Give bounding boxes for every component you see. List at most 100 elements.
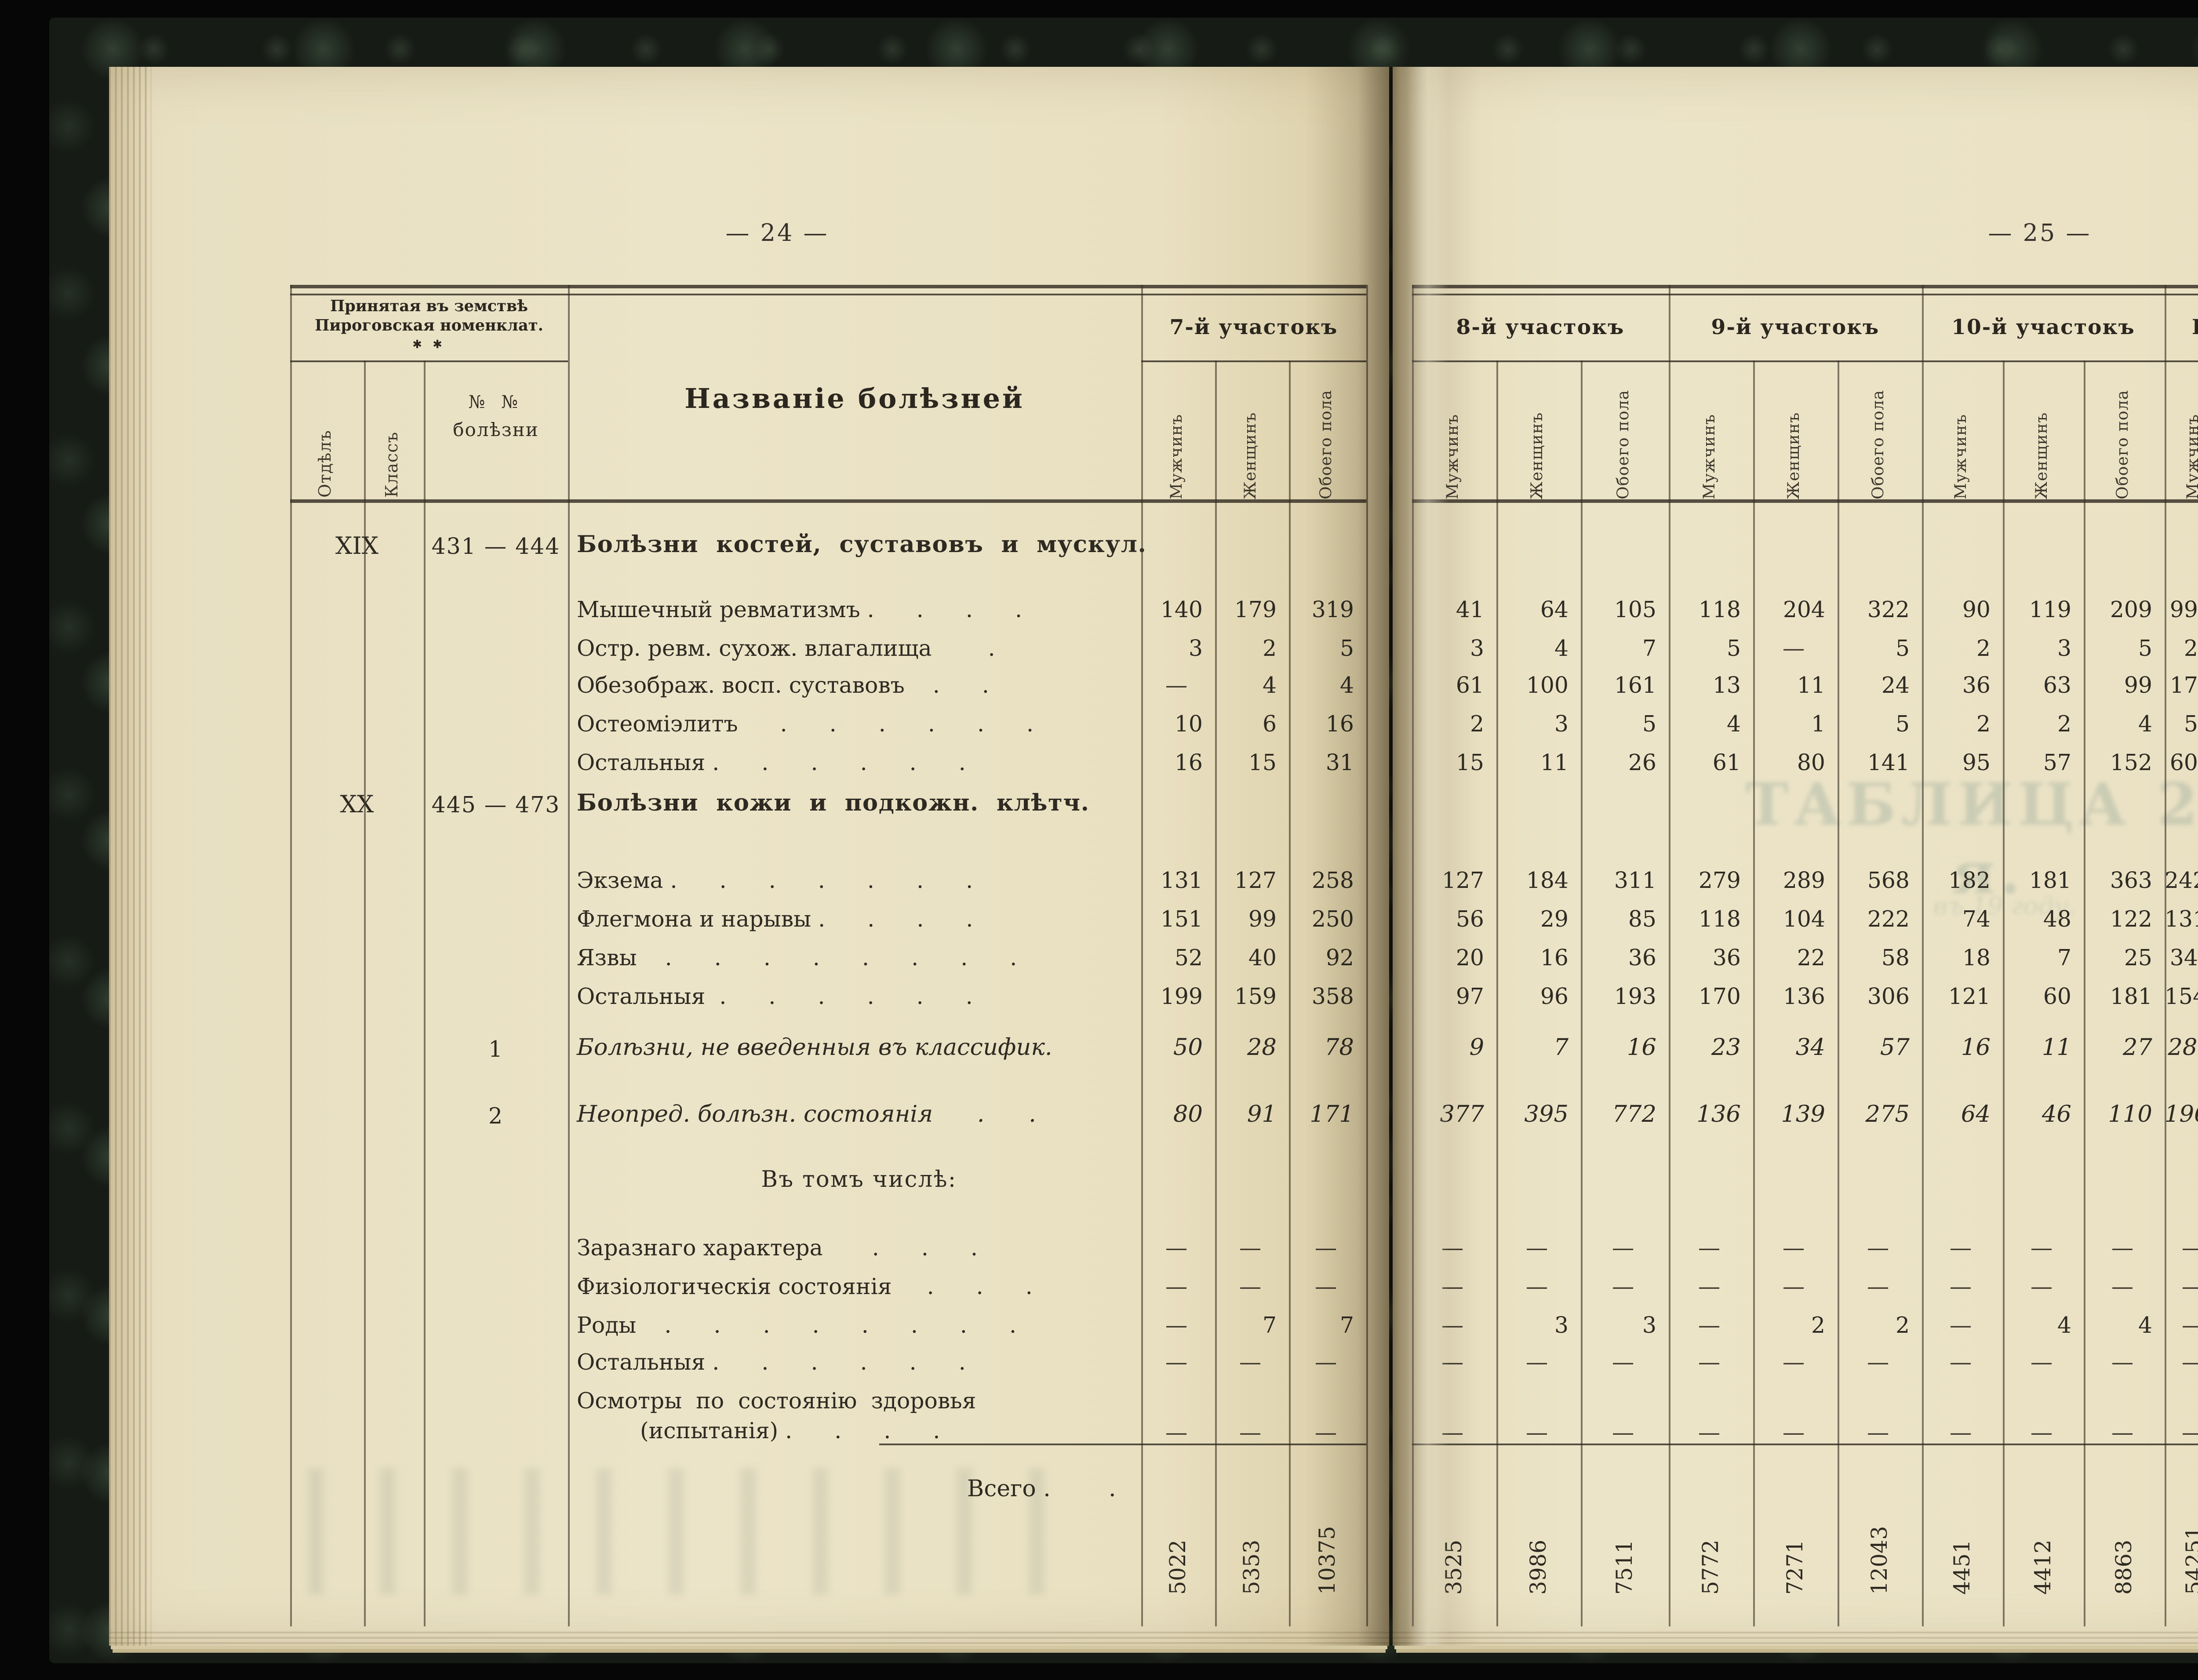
cell-value: 104 (1783, 905, 1825, 932)
cell-value: 16 (1174, 749, 1203, 775)
cell-value: 141 (1867, 749, 1910, 775)
column-rule (424, 360, 426, 1626)
district-header: И Т О Г О (2165, 299, 2198, 355)
cell-value: 199 (1160, 982, 1203, 1008)
cell-value: 170 (1698, 982, 1741, 1008)
table-row: Физіологическія состоянія . . . — — — — — — — — —… (290, 1268, 2198, 1306)
row-rule (290, 285, 1366, 289)
cell-value: 2 (1811, 1311, 1825, 1338)
column-rule (1581, 360, 1583, 1626)
cell-disease-number (424, 629, 568, 667)
column-rule (1838, 360, 1839, 1626)
cell-value: 306 (1867, 982, 1910, 1008)
subcolumn-label: Мужчинъ (1169, 414, 1187, 499)
cell-value: — (2030, 1418, 2053, 1445)
cell-disease-name: Остальныя . . . . . . (568, 743, 1141, 782)
row-rule (1412, 360, 2198, 361)
cell-value: 258 (1311, 867, 1354, 894)
cell-value: 311 (1614, 867, 1656, 894)
cell-value: — (1782, 1418, 1805, 1445)
table-row: Язвы . . . . . . . . 52 40 92 20 16 36 36 22 58 18… (290, 938, 2198, 977)
subcolumn-label: Обоего пола (1871, 389, 1889, 499)
disease-name: Болѣзни кожи и подкожн. клѣтч. (577, 792, 1090, 818)
table-row: Остр. ревм. сухож. влагалища . 3 2 5 3 4 7 5 — 5 2… (290, 629, 2198, 667)
column-rule (1289, 360, 1291, 1626)
bleedthrough-subtitle: въ 19 году. (1933, 893, 2076, 921)
right-page-number: — 25 — (1988, 220, 2092, 248)
cell-value: 7 (2057, 944, 2071, 971)
cell-value: — (1782, 1234, 1805, 1261)
cell-disease-number (424, 591, 568, 629)
cell-value: — (2111, 1349, 2134, 1375)
cell-value: 118 (1698, 596, 1741, 622)
cell-value: — (1441, 1311, 1464, 1338)
cell-value: 1966 (2165, 1102, 2198, 1129)
cell-value: — (1949, 1234, 1972, 1261)
cell-value: 363 (2110, 867, 2152, 894)
disease-name: Осмотры по состоянію здоровья (577, 1387, 976, 1414)
subcolumn-label: Мужчинъ (1702, 414, 1720, 499)
column-label-disease-name: Названіе болѣзней (684, 382, 1025, 415)
cell-value: — (1314, 1273, 1337, 1299)
total-value: 7271 (1783, 1539, 1808, 1595)
cell-value: 36 (1962, 672, 1991, 699)
table-row: Флегмона и нарывы . . . . 151 99 250 56 29 85 1… (290, 901, 2198, 939)
cell-disease-name: Неопред. болѣзн. состоянія . . (568, 1098, 1141, 1136)
cell-value: — (1165, 1418, 1188, 1445)
cell-value: 4 (2057, 1311, 2071, 1338)
cell-value: — (1612, 1418, 1634, 1445)
cell-value: 3 (2057, 634, 2071, 661)
disease-name: Въ томъ числѣ: (761, 1167, 957, 1194)
cell-value: 4 (2138, 710, 2152, 737)
cell-value: 23 (2183, 634, 2198, 661)
cell-value: — (1441, 1234, 1464, 1261)
cell-value: 58 (1881, 944, 1910, 971)
cell-disease-number (424, 1268, 568, 1306)
cell-value: 5 (1726, 634, 1741, 661)
subcolumn-label: Обоего пола (2115, 389, 2133, 499)
cell-value: — (1239, 1418, 1262, 1445)
cell-value: — (1441, 1349, 1464, 1375)
cell-disease-name: Роды . . . . . . . . (568, 1305, 1141, 1344)
row-rule (290, 499, 1366, 503)
table-row: Остальныя . . . . . . 199 159 358 97 96 193 170… (290, 977, 2198, 1015)
cell-value: 11 (1797, 672, 1825, 699)
cell-value: — (1525, 1273, 1548, 1299)
totals-row: Всего . . 5022 5353 10375 3525 3986 7511 5772 7… (290, 1449, 2198, 1625)
cell-value: — (1782, 1349, 1805, 1375)
cell-value: 5 (2138, 634, 2152, 661)
cell-value: — (1698, 1418, 1721, 1445)
column-rule (1366, 285, 1368, 1626)
disease-name: Флегмона и нарывы . . . . (577, 905, 973, 932)
cell-value: 275 (1865, 1102, 1910, 1129)
row-rule (1412, 499, 2198, 503)
cell-value: 193 (1614, 982, 1656, 1008)
total-value: 7511 (1612, 1539, 1637, 1595)
cell-disease-number (424, 1305, 568, 1344)
cell-value: 56 (1456, 905, 1484, 932)
cell-value: 990 (2169, 596, 2198, 622)
cell-value: — (1698, 1234, 1721, 1261)
cell-value: 5 (1895, 710, 1910, 737)
cell-value: 57 (1880, 1036, 1910, 1062)
total-value: 3986 (1526, 1539, 1551, 1595)
cell-value: — (2165, 1268, 2198, 1306)
cell-value: 7 (1339, 1311, 1354, 1338)
cell-value: — (2165, 1229, 2198, 1268)
cell-value: 28 (1247, 1036, 1277, 1062)
cell-value: 3 (1642, 1311, 1656, 1338)
cell-value: 60 (2043, 982, 2071, 1008)
subcolumn-label: Обоего пола (1616, 389, 1634, 499)
cell-value: 136 (1696, 1102, 1741, 1129)
cell-disease-name: Физіологическія состоянія . . . (568, 1268, 1141, 1306)
cell-value: 80 (1797, 749, 1825, 775)
cell-value: 10 (1174, 710, 1203, 737)
footnote-mark: ✱ ✱ (412, 338, 446, 352)
total-value: 4412 (2031, 1539, 2056, 1595)
district-header: 8-й участокъ (1456, 315, 1625, 339)
cell-value: — (2111, 1418, 2134, 1445)
cell-value: 46 (2042, 1102, 2071, 1129)
disease-name: Остр. ревм. сухож. влагалища . (577, 634, 995, 661)
cell-value: 74 (1962, 905, 1991, 932)
